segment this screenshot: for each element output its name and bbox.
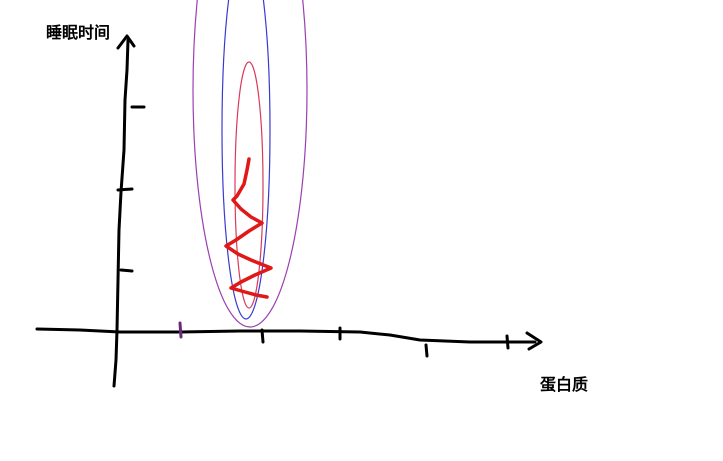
contour-inner xyxy=(234,61,264,309)
y-axis-line xyxy=(112,38,130,388)
x-axis-arrowhead xyxy=(525,331,543,351)
x-axis-label: 蛋白质 xyxy=(540,375,588,394)
x-axis-tick-5 xyxy=(505,334,510,350)
y-axis-tick-3 xyxy=(119,268,134,273)
x-axis-tick-2 xyxy=(260,328,265,344)
x-axis-line xyxy=(35,327,537,344)
y-axis-arrowhead xyxy=(116,34,136,50)
x-axis-tick-4 xyxy=(424,343,429,358)
x-axis xyxy=(35,321,543,358)
y-axis-tick-2 xyxy=(116,187,134,192)
contour-middle xyxy=(221,0,271,320)
y-axis-label: 睡眠时间 xyxy=(46,23,110,42)
descent-path xyxy=(224,157,273,299)
x-axis-tick-1 xyxy=(178,321,183,339)
y-axis xyxy=(112,34,146,388)
